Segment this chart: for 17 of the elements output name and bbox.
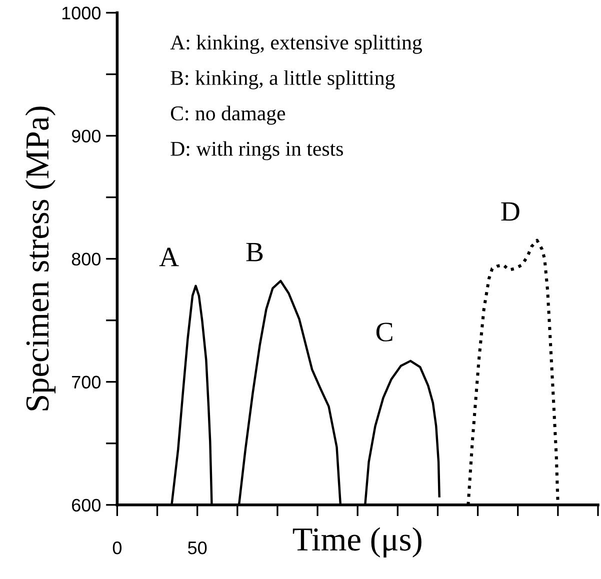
series-label: B [246, 242, 263, 262]
x-tick-label: 50 [188, 541, 207, 554]
series-label: A [159, 248, 179, 266]
y-tick-label: 600 [72, 498, 101, 512]
annotation: D: with rings in tests [170, 141, 343, 160]
y-tick-label: 900 [72, 130, 101, 142]
x-axis-title: Time (μs) [292, 527, 422, 558]
annotation: B: kinking, a little splitting [170, 70, 395, 90]
y-axis-title: Specimen stress (MPa) [25, 106, 56, 410]
annotation: A: kinking, extensive splitting [170, 34, 422, 54]
series-label: D [501, 202, 520, 221]
y-tick-label: 700 [72, 376, 101, 389]
annotation: C: no damage [170, 106, 286, 125]
y-tick-label: 800 [72, 252, 101, 266]
x-tick-label: 0 [112, 541, 122, 554]
series-label: C [376, 322, 392, 342]
y-tick-label: 1000 [62, 6, 101, 20]
